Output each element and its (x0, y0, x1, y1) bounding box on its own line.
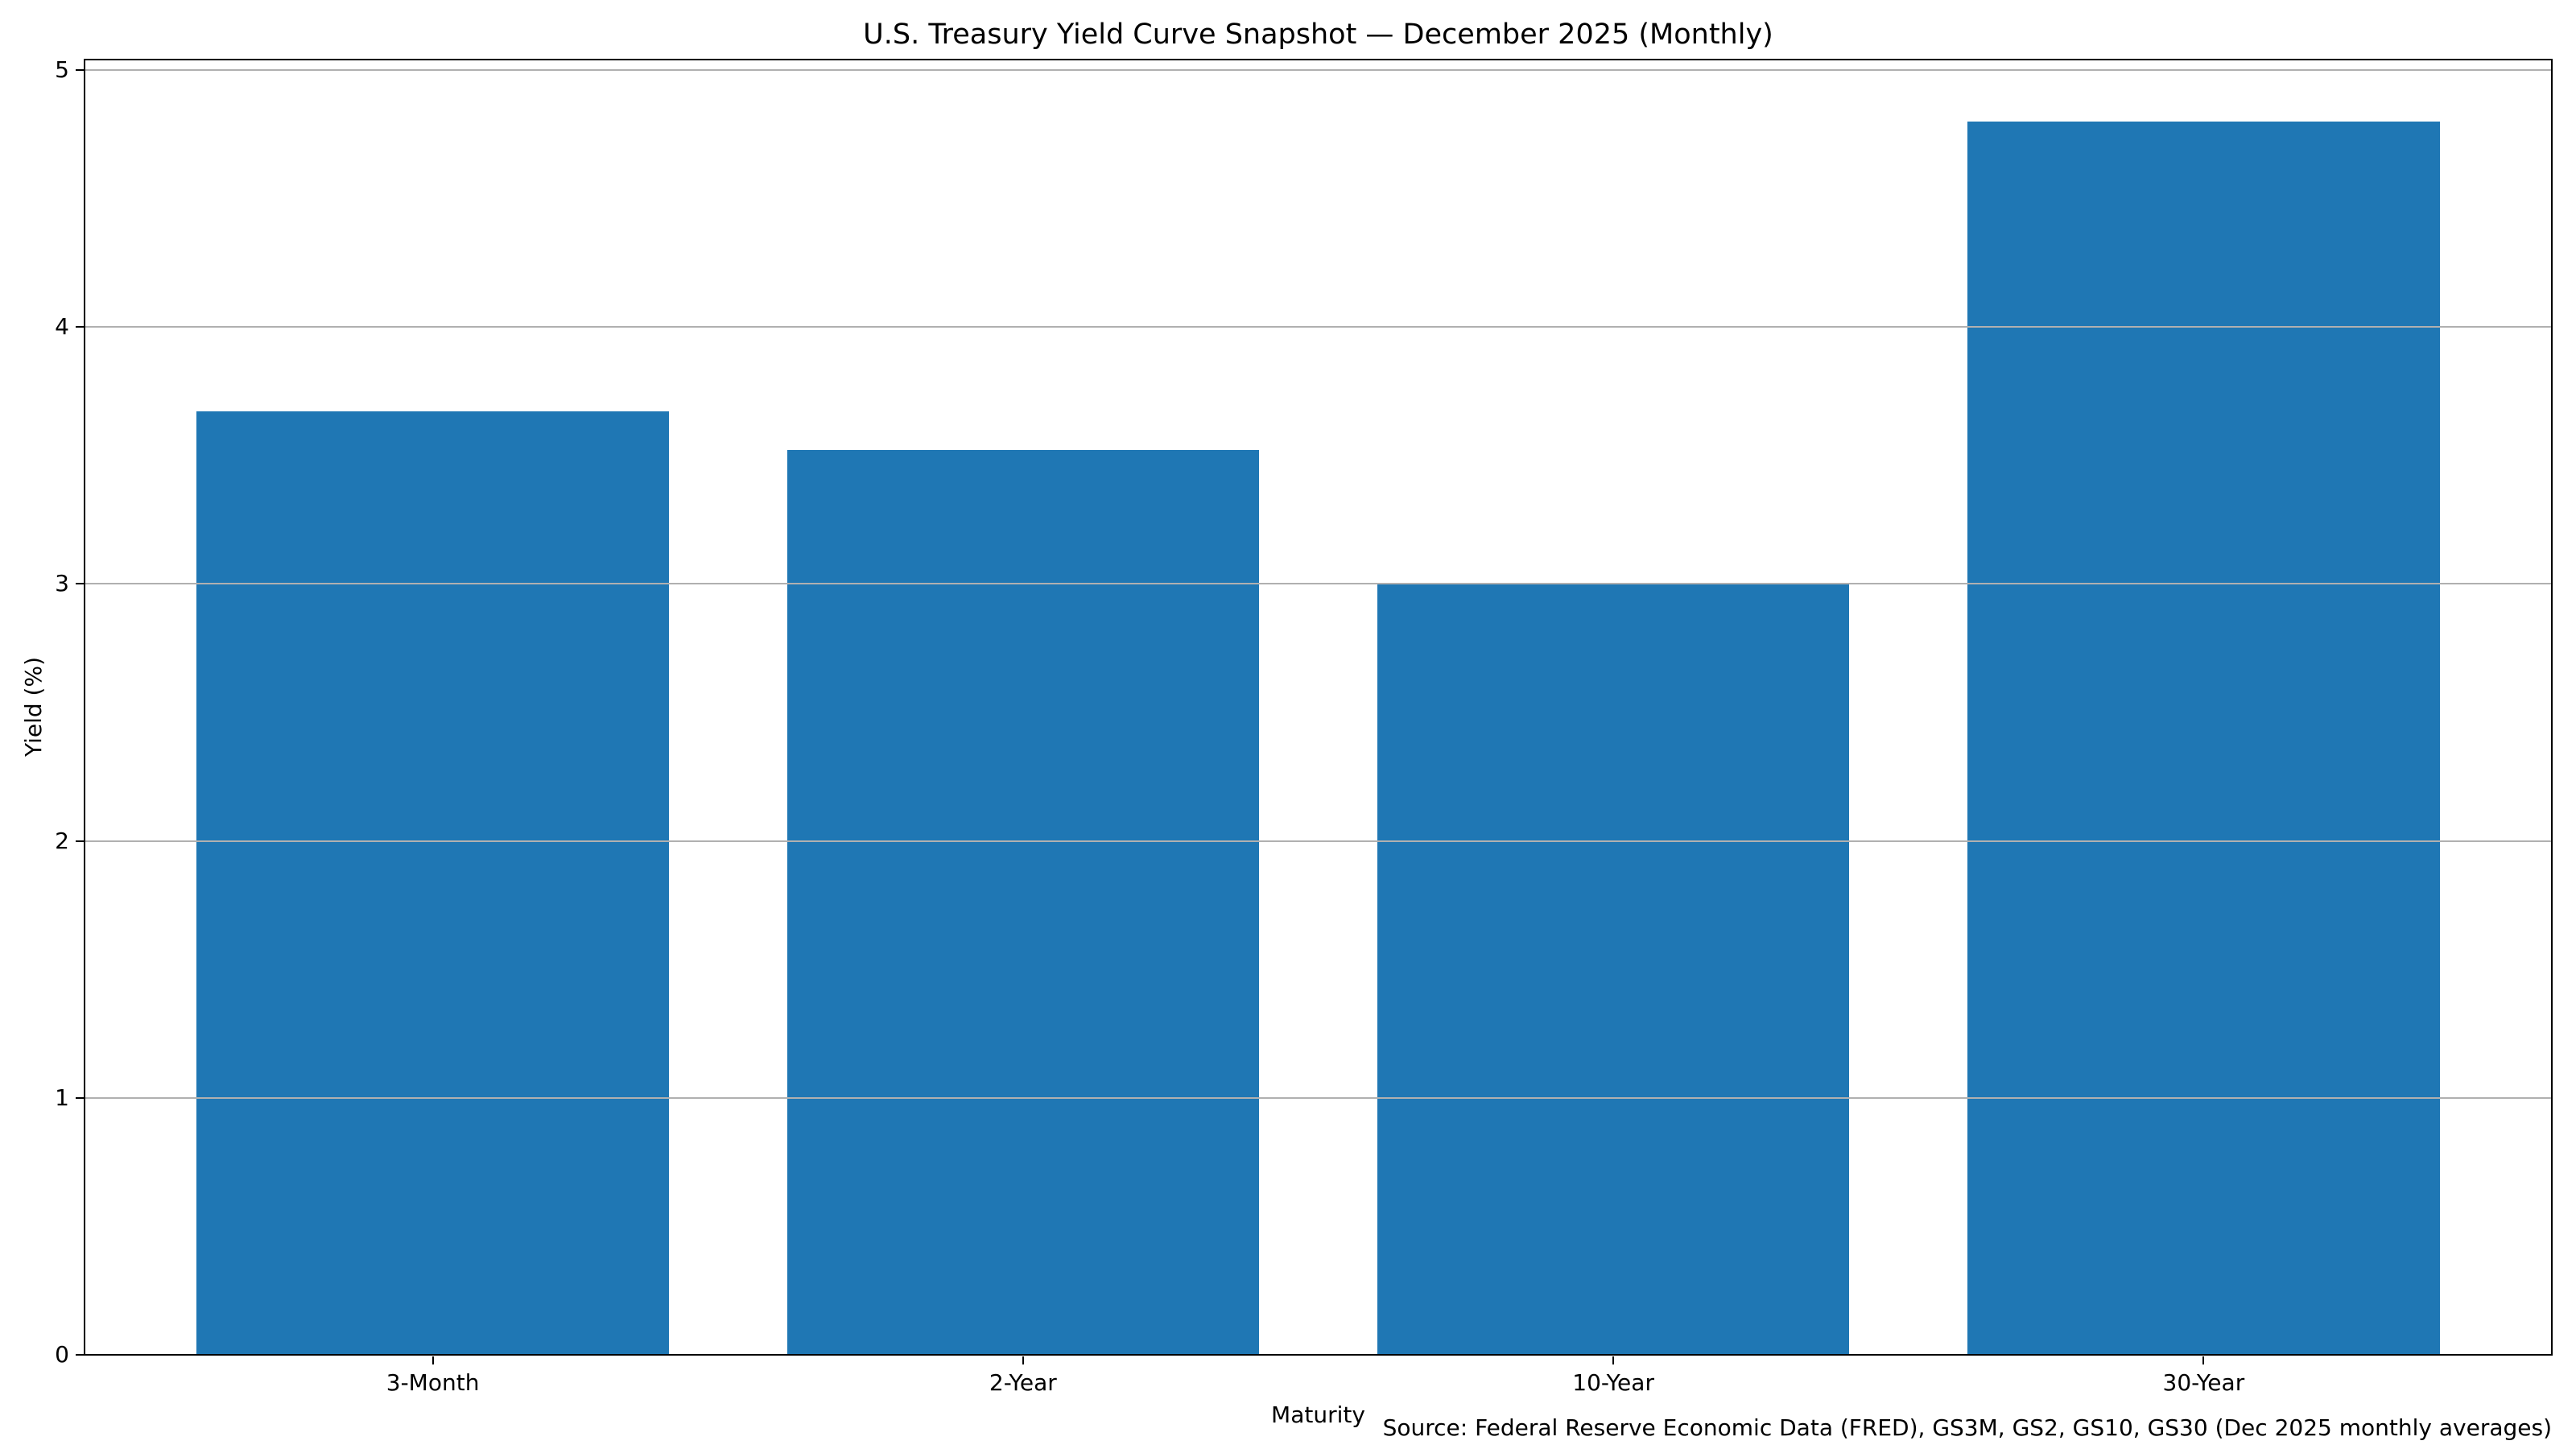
x-tick-label: 10-Year (1572, 1369, 1654, 1396)
source-note: Source: Federal Reserve Economic Data (F… (1382, 1414, 2552, 1441)
gridline-y-2 (85, 840, 2552, 842)
gridline-y-3 (85, 583, 2552, 585)
x-tick-mark (2202, 1356, 2205, 1364)
y-tick-label: 4 (55, 313, 69, 341)
gridline-y-1 (85, 1096, 2552, 1099)
y-tick-label: 2 (55, 827, 69, 854)
x-tick-label: 3-Month (386, 1369, 480, 1396)
axes-spine (84, 59, 2553, 1356)
y-tick-mark (76, 840, 84, 842)
x-axis-label: Maturity (1271, 1402, 1365, 1428)
y-tick-mark (76, 68, 84, 71)
y-axis-label: Yield (%) (20, 656, 47, 758)
y-tick-mark (76, 326, 84, 328)
y-tick-mark (76, 1354, 84, 1356)
y-tick-label: 5 (55, 56, 69, 83)
gridline-y-4 (85, 326, 2552, 328)
gridline-y-5 (85, 68, 2552, 71)
x-tick-label: 30-Year (2162, 1369, 2245, 1396)
y-tick-label: 1 (55, 1084, 69, 1111)
bar-3-month (196, 411, 669, 1355)
y-tick-label: 0 (55, 1341, 69, 1368)
y-tick-mark (76, 1096, 84, 1099)
chart-title: U.S. Treasury Yield Curve Snapshot — Dec… (863, 19, 1773, 51)
x-tick-label: 2-Year (989, 1369, 1057, 1396)
y-tick-label: 3 (55, 570, 69, 597)
x-tick-mark (431, 1356, 434, 1364)
x-tick-mark (1022, 1356, 1024, 1364)
bar-10-year (1377, 584, 1850, 1355)
x-tick-mark (1612, 1356, 1615, 1364)
bar-2-year (786, 450, 1260, 1355)
y-tick-mark (76, 583, 84, 585)
